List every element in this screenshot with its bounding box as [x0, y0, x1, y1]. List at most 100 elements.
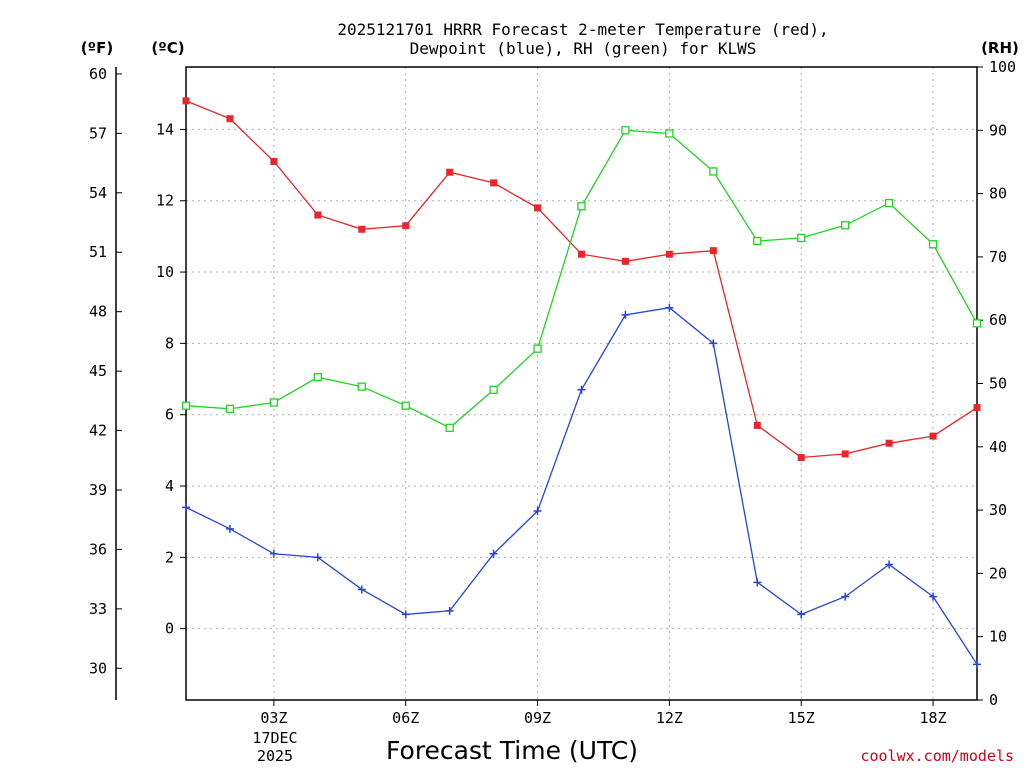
- x-tick-label-18Z: 18Z: [920, 709, 947, 727]
- x-tick-label-03Z: 03Z: [260, 709, 287, 727]
- rh-point-18: [928, 240, 938, 249]
- dewpoint-point-1: [182, 503, 190, 512]
- dewpoint-point-18: [929, 592, 938, 601]
- celsius-tick-label-12: 12: [156, 192, 174, 210]
- rh-tick-label-80: 80: [989, 185, 1007, 203]
- celsius-tick-label-8: 8: [165, 334, 174, 352]
- temperature-point-15: [797, 453, 805, 461]
- dewpoint-point-19: [973, 660, 981, 669]
- fahrenheit-tick-label-60: 60: [89, 65, 107, 83]
- dewpoint-point-11: [621, 310, 630, 319]
- dewpoint-point-12: [665, 303, 674, 312]
- temperature-point-9: [534, 204, 542, 212]
- temperature-point-12: [665, 250, 673, 258]
- dewpoint-point-5: [357, 585, 366, 594]
- rh-tick-label-10: 10: [989, 628, 1007, 646]
- rh-tick-label-40: 40: [989, 438, 1007, 456]
- fahrenheit-tick-label-33: 33: [89, 600, 107, 618]
- temperature-line: [185, 100, 978, 459]
- tick-labels: 03Z 06Z 09Z 12Z 15Z 18Z 0 2 4 6 8 10 12 14 30 33 36 39 42 4…: [89, 58, 1016, 727]
- temperature-point-1: [182, 97, 190, 105]
- grid-lines: [186, 67, 977, 700]
- rh-series: [181, 126, 982, 432]
- temperature-point-16: [841, 450, 849, 458]
- rh-point-14: [753, 236, 762, 246]
- rh-point-6: [401, 401, 410, 410]
- temperature-point-4: [314, 211, 322, 219]
- rh-tick-label-50: 50: [989, 375, 1007, 393]
- rh-point-5: [357, 382, 366, 391]
- dewpoint-point-7: [445, 606, 454, 615]
- celsius-tick-label-0: 0: [165, 620, 174, 638]
- celsius-tick-label-4: 4: [165, 477, 174, 495]
- temperature-point-18: [929, 432, 937, 440]
- fahrenheit-tick-label-36: 36: [89, 540, 107, 558]
- temperature-point-14: [753, 421, 761, 429]
- rh-point-4: [313, 373, 322, 382]
- rh-point-15: [797, 233, 806, 243]
- rh-tick-label-60: 60: [989, 311, 1007, 329]
- rh-tick-label-100: 100: [989, 58, 1016, 76]
- temperature-point-17: [885, 439, 893, 447]
- credit-label: coolwx.com/models: [860, 747, 1014, 765]
- rh-point-11: [621, 126, 630, 135]
- dewpoint-point-10: [577, 385, 586, 394]
- rh-point-2: [225, 404, 235, 413]
- plot-frame: [185, 66, 978, 701]
- dewpoint-point-16: [841, 592, 850, 601]
- dewpoint-point-9: [533, 506, 542, 515]
- dewpoint-point-8: [489, 549, 498, 558]
- axes: [115, 66, 978, 701]
- rh-line: [185, 129, 978, 429]
- rh-tick-label-0: 0: [989, 691, 998, 709]
- dewpoint-point-15: [797, 610, 806, 619]
- date-year-label: 2025: [257, 747, 293, 765]
- x-tick-label-12Z: 12Z: [656, 709, 683, 727]
- dewpoint-point-2: [225, 524, 234, 533]
- rh-point-9: [533, 344, 542, 353]
- fahrenheit-tick-label-48: 48: [89, 303, 107, 321]
- fahrenheit-tick-label-30: 30: [89, 659, 107, 677]
- fahrenheit-tick-label-45: 45: [89, 362, 107, 380]
- rh-point-1: [181, 401, 191, 410]
- chart-title-line1: 2025121701 HRRR Forecast 2-meter Tempera…: [337, 20, 828, 39]
- rh-tick-label-20: 20: [989, 564, 1007, 582]
- celsius-tick-label-2: 2: [165, 548, 174, 566]
- fahrenheit-unit-label: (ºF): [81, 39, 113, 57]
- rh-point-13: [709, 167, 718, 176]
- rh-point-7: [445, 423, 454, 432]
- rh-point-19: [972, 319, 982, 328]
- rh-point-10: [577, 202, 586, 211]
- celsius-unit-label: (ºC): [151, 39, 184, 57]
- rh-unit-label: (RH): [981, 39, 1019, 57]
- fahrenheit-tick-label-39: 39: [89, 481, 107, 499]
- rh-point-12: [665, 129, 674, 138]
- x-axis-title: Forecast Time (UTC): [386, 736, 638, 765]
- data-series: [181, 97, 982, 669]
- fahrenheit-tick-label-42: 42: [89, 422, 107, 440]
- temperature-series: [182, 97, 981, 461]
- temperature-point-10: [578, 250, 585, 258]
- rh-tick-label-30: 30: [989, 501, 1007, 519]
- x-tick-label-15Z: 15Z: [788, 709, 815, 727]
- rh-point-3: [269, 398, 279, 407]
- dewpoint-point-4: [313, 553, 322, 562]
- celsius-tick-label-14: 14: [156, 120, 174, 138]
- temperature-point-2: [226, 115, 234, 123]
- temperature-point-7: [446, 168, 454, 176]
- dewpoint-point-14: [753, 578, 762, 587]
- dewpoint-point-3: [269, 549, 278, 558]
- temperature-point-8: [490, 179, 498, 187]
- rh-point-16: [841, 221, 850, 230]
- temperature-point-3: [270, 158, 278, 166]
- celsius-tick-label-10: 10: [156, 263, 174, 281]
- rh-point-8: [489, 385, 498, 394]
- date-day-label: 17DEC: [252, 729, 297, 747]
- temperature-point-19: [973, 404, 981, 412]
- temperature-point-13: [709, 247, 717, 255]
- dewpoint-point-13: [709, 339, 718, 348]
- rh-point-17: [884, 198, 894, 208]
- temperature-point-5: [358, 225, 366, 233]
- dewpoint-point-6: [401, 610, 410, 619]
